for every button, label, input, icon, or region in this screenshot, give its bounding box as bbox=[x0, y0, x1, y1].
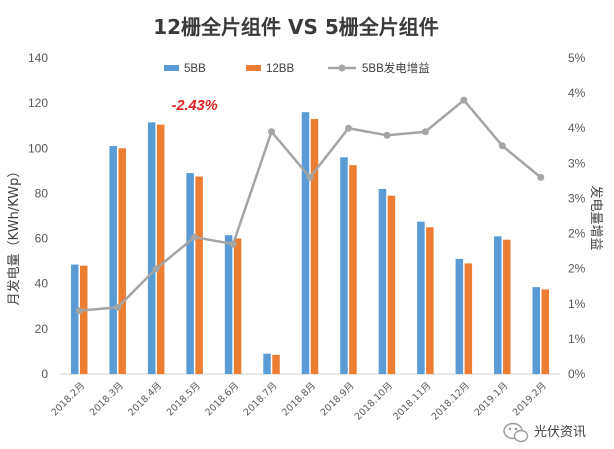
gain-marker bbox=[537, 173, 545, 181]
wechat-icon bbox=[503, 422, 529, 443]
y2-tick-label: 2% bbox=[568, 262, 586, 276]
y-tick-label: 40 bbox=[35, 277, 49, 291]
y-tick-label: 0 bbox=[41, 367, 48, 381]
legend-label-5bb: 5BB bbox=[184, 63, 206, 75]
bar-12bb bbox=[503, 239, 511, 374]
y2-axis-ticks: 0% 1% 1% 2% 2% 3% 3% 4% 4% 5% bbox=[568, 51, 586, 381]
gain-marker bbox=[191, 233, 199, 241]
gain-marker bbox=[229, 240, 237, 248]
bar-5bb bbox=[224, 235, 233, 374]
x-tick-label: 2019.1月 bbox=[472, 380, 510, 418]
x-tick-label: 2018.10月 bbox=[353, 380, 395, 422]
y-tick-label: 100 bbox=[28, 141, 48, 155]
legend-swatch-12bb bbox=[246, 65, 261, 71]
bar-5bb bbox=[417, 221, 425, 374]
bar-12bb bbox=[426, 227, 434, 374]
x-tick-label: 2018.11月 bbox=[391, 380, 433, 422]
legend-label-12bb: 12BB bbox=[266, 63, 294, 75]
y2-axis-title: 发电量增益 bbox=[588, 185, 604, 250]
annotation-label: -2.43% bbox=[172, 98, 218, 114]
gain-marker bbox=[460, 96, 468, 104]
x-tick-label: 2018.7月 bbox=[242, 380, 280, 418]
legend-swatch-5bb bbox=[164, 65, 179, 71]
bar-12bb bbox=[541, 289, 550, 374]
x-tick-label: 2018.5月 bbox=[165, 380, 203, 418]
x-tick-label: 2018.12月 bbox=[430, 380, 472, 422]
y-axis-ticks: 0 20 40 60 80 100 120 140 bbox=[28, 51, 48, 381]
y2-tick-label: 1% bbox=[568, 297, 586, 311]
gain-marker bbox=[268, 128, 276, 136]
gain-line-group bbox=[75, 96, 545, 315]
y-axis-title: 月发电量（KWh/KWp） bbox=[6, 165, 22, 306]
y-tick-label: 120 bbox=[28, 96, 48, 110]
bar-12bb bbox=[349, 165, 357, 374]
legend: 5BB 12BB 5BB发电增益 bbox=[164, 61, 430, 75]
gain-marker bbox=[344, 124, 352, 132]
gain-marker bbox=[114, 303, 122, 311]
bar-12bb bbox=[272, 354, 280, 374]
y-tick-label: 140 bbox=[28, 51, 48, 65]
y-tick-label: 20 bbox=[35, 322, 49, 336]
y2-tick-label: 0% bbox=[568, 367, 586, 381]
bar-12bb bbox=[310, 118, 319, 374]
bar-5bb bbox=[340, 157, 348, 374]
x-tick-label: 2018.4月 bbox=[126, 380, 164, 418]
bar-5bb bbox=[186, 173, 194, 374]
y2-tick-label: 2% bbox=[568, 227, 586, 241]
bar-5bb bbox=[263, 353, 271, 374]
bar-12bb bbox=[118, 148, 126, 374]
bar-12bb bbox=[156, 124, 165, 374]
x-tick-label: 2018.9月 bbox=[319, 380, 357, 418]
bar-5bb bbox=[70, 264, 79, 374]
bar-5bb bbox=[532, 287, 541, 374]
gain-marker bbox=[498, 142, 506, 150]
bar-5bb bbox=[455, 258, 464, 374]
x-tick-label: 2018.8月 bbox=[280, 380, 318, 418]
bar-5bb bbox=[301, 112, 310, 375]
watermark-text: 光伏资讯 bbox=[534, 425, 586, 440]
bar-5bb bbox=[378, 188, 387, 374]
y2-tick-label: 5% bbox=[568, 51, 586, 65]
y2-tick-label: 3% bbox=[568, 191, 586, 205]
bar-12bb bbox=[464, 263, 473, 374]
bar-5bb bbox=[109, 146, 117, 374]
x-tick-label: 2018.3月 bbox=[88, 380, 126, 418]
chart-title: 12栅全片组件 VS 5栅全片组件 bbox=[153, 15, 439, 39]
legend-label-gain: 5BB发电增益 bbox=[362, 61, 430, 75]
y-tick-label: 60 bbox=[35, 232, 49, 246]
y2-tick-label: 4% bbox=[568, 86, 586, 100]
x-tick-label: 2019.2月 bbox=[511, 380, 549, 418]
legend-marker-gain bbox=[338, 64, 346, 72]
gain-marker bbox=[383, 131, 391, 139]
y2-tick-label: 1% bbox=[568, 332, 586, 346]
gain-marker bbox=[152, 265, 160, 273]
bars bbox=[70, 112, 550, 375]
y-tick-label: 80 bbox=[35, 186, 49, 200]
bar-5bb bbox=[147, 122, 156, 374]
gain-marker bbox=[306, 173, 314, 181]
gain-marker bbox=[75, 307, 83, 315]
y2-tick-label: 3% bbox=[568, 156, 586, 170]
x-axis-ticks: 2018.2月 2018.3月 2018.4月 2018.5月 2018.6月 2018.… bbox=[49, 380, 549, 422]
bar-12bb bbox=[195, 176, 203, 374]
bar-12bb bbox=[79, 265, 88, 374]
bar-5bb bbox=[494, 236, 502, 374]
watermark: 光伏资讯 bbox=[503, 422, 586, 443]
gain-marker bbox=[421, 128, 429, 136]
y2-tick-label: 4% bbox=[568, 121, 586, 135]
bar-12bb bbox=[387, 195, 396, 374]
x-tick-label: 2018.6月 bbox=[203, 380, 241, 418]
bar-12bb bbox=[233, 238, 242, 374]
x-tick-label: 2018.2月 bbox=[49, 380, 87, 418]
